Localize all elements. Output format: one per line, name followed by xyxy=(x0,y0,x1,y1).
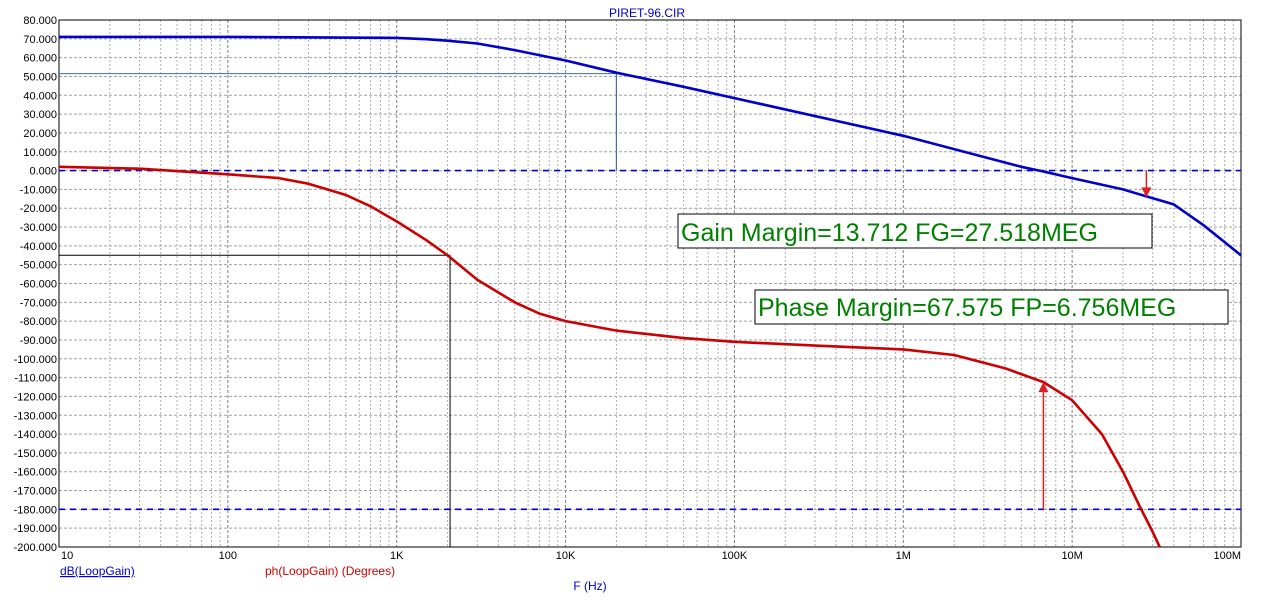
phase-margin-text: Phase Margin=67.575 FP=6.756MEG xyxy=(758,294,1176,322)
y-tick-label: -110.000 xyxy=(14,373,57,385)
y-tick-label: 10.000 xyxy=(23,147,57,159)
y-tick-label: 70.000 xyxy=(23,34,57,46)
y-tick-label: -130.000 xyxy=(14,410,57,422)
y-tick-label: -190.000 xyxy=(14,523,57,535)
y-tick-label: 30.000 xyxy=(23,109,57,121)
y-tick-label: -180.000 xyxy=(14,504,57,516)
y-tick-label: -30.000 xyxy=(20,222,57,234)
y-tick-label: -100.000 xyxy=(14,354,57,366)
y-tick-label: -20.000 xyxy=(20,203,57,215)
x-tick-label: 1K xyxy=(390,550,404,562)
y-tick-label: -70.000 xyxy=(20,297,57,309)
cursor-lines xyxy=(59,73,618,547)
phase-margin-annotation: Phase Margin=67.575 FP=6.756MEG xyxy=(754,289,1229,325)
series-line xyxy=(58,165,1161,548)
margin-arrows xyxy=(1038,170,1152,510)
x-tick-label: 10 xyxy=(61,550,73,562)
series-layer xyxy=(58,35,1242,548)
y-tick-label: -90.000 xyxy=(20,335,57,347)
legend-gain: dB(LoopGain) xyxy=(60,564,135,578)
y-tick-label: -80.000 xyxy=(20,316,57,328)
y-tick-label: -200.000 xyxy=(14,542,57,554)
x-tick-label: 100 xyxy=(219,550,237,562)
y-tick-label: -10.000 xyxy=(20,184,57,196)
phase-margin-box xyxy=(754,289,1229,325)
gain-margin-text: Gain Margin=13.712 FG=27.518MEG xyxy=(681,219,1098,247)
y-tick-label: -160.000 xyxy=(14,467,57,479)
y-tick-label: 60.000 xyxy=(23,53,57,65)
gain-margin-arrow-head xyxy=(1141,187,1152,198)
x-tick-labels: 10 100 1K 10K 100K 1M 10M 100M xyxy=(61,550,1241,562)
y-tick-label: -40.000 xyxy=(20,241,57,253)
series-line xyxy=(59,35,1242,257)
y-tick-labels: 80.000 70.000 60.000 50.000 40.000 30.000 20.0… xyxy=(14,15,57,554)
major-grid xyxy=(58,19,1242,548)
y-tick-label: -60.000 xyxy=(20,279,57,291)
y-tick-label: -50.000 xyxy=(20,260,57,272)
x-tick-label: 100K xyxy=(722,550,748,562)
phase-margin-arrow-head xyxy=(1038,382,1049,393)
x-axis-label: F (Hz) xyxy=(573,579,606,593)
y-tick-label: 50.000 xyxy=(23,71,57,83)
gain-margin-box xyxy=(677,213,1153,249)
x-tick-label: 10K xyxy=(556,550,576,562)
y-tick-label: 40.000 xyxy=(23,90,57,102)
chart-title: PIRET-96.CIR xyxy=(609,6,685,20)
y-tick-label: 0.000 xyxy=(29,166,57,178)
y-tick-label: -120.000 xyxy=(14,391,57,403)
y-tick-label: -150.000 xyxy=(14,448,57,460)
y-tick-label: 20.000 xyxy=(23,128,57,140)
gain-margin-annotation: Gain Margin=13.712 FG=27.518MEG xyxy=(677,213,1153,249)
x-tick-label: 100M xyxy=(1213,550,1241,562)
y-tick-label: -170.000 xyxy=(14,486,57,498)
y-tick-label: 80.000 xyxy=(23,15,57,27)
y-tick-label: -140.000 xyxy=(14,429,57,441)
x-tick-label: 1M xyxy=(896,550,911,562)
legend-phase: ph(LoopGain) (Degrees) xyxy=(265,564,395,578)
x-tick-label: 10M xyxy=(1061,550,1082,562)
plot-frame xyxy=(58,19,1242,548)
